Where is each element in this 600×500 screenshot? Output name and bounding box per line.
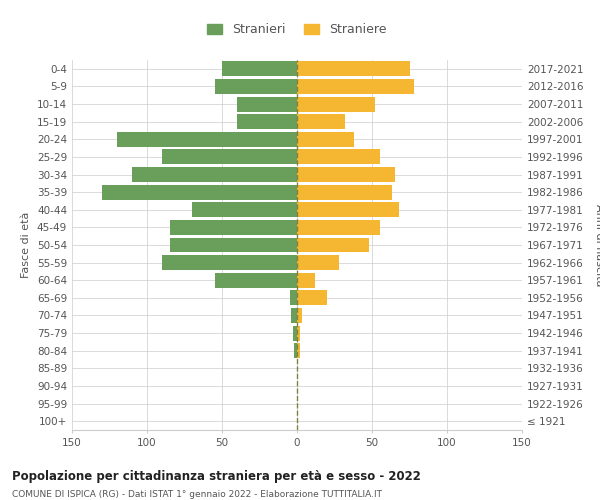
Bar [297, 308, 302, 323]
Bar [297, 62, 409, 76]
Bar [297, 184, 392, 200]
Y-axis label: Fasce di età: Fasce di età [22, 212, 31, 278]
Bar [162, 150, 297, 164]
Bar [237, 114, 297, 129]
Bar [297, 167, 395, 182]
Bar [297, 290, 327, 306]
Bar [192, 202, 297, 218]
Bar [297, 220, 380, 235]
Text: Popolazione per cittadinanza straniera per età e sesso - 2022: Popolazione per cittadinanza straniera p… [12, 470, 421, 483]
Bar [215, 79, 297, 94]
Bar [297, 273, 315, 287]
Bar [294, 343, 297, 358]
Bar [290, 290, 297, 306]
Bar [297, 114, 345, 129]
Bar [297, 202, 399, 218]
Bar [215, 273, 297, 287]
Bar [170, 238, 297, 252]
Bar [237, 96, 297, 112]
Text: COMUNE DI ISPICA (RG) - Dati ISTAT 1° gennaio 2022 - Elaborazione TUTTITALIA.IT: COMUNE DI ISPICA (RG) - Dati ISTAT 1° ge… [12, 490, 382, 499]
Bar [297, 150, 380, 164]
Bar [297, 255, 339, 270]
Bar [297, 96, 375, 112]
Bar [117, 132, 297, 147]
Legend: Stranieri, Straniere: Stranieri, Straniere [202, 18, 392, 41]
Bar [297, 79, 414, 94]
Bar [297, 343, 300, 358]
Bar [291, 308, 297, 323]
Y-axis label: Anni di nascita: Anni di nascita [595, 204, 600, 286]
Bar [297, 132, 354, 147]
Bar [297, 326, 300, 340]
Bar [132, 167, 297, 182]
Bar [162, 255, 297, 270]
Bar [102, 184, 297, 200]
Bar [170, 220, 297, 235]
Bar [297, 238, 369, 252]
Bar [293, 326, 297, 340]
Bar [222, 62, 297, 76]
